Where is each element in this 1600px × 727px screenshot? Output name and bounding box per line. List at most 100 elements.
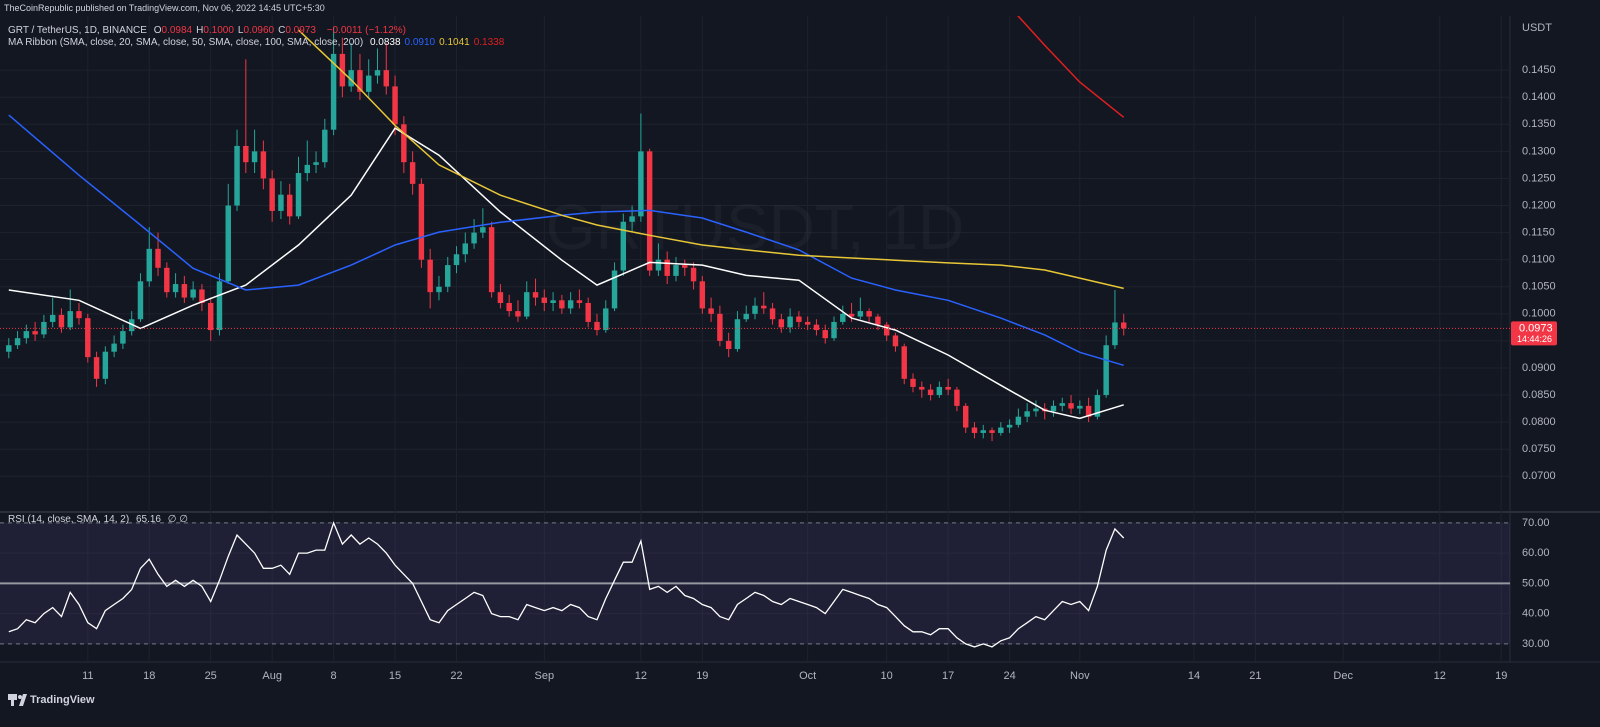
candle-body bbox=[1103, 345, 1109, 396]
candle-body bbox=[567, 300, 574, 309]
candle-body bbox=[234, 145, 240, 206]
y-tick-label: 0.0700 bbox=[1522, 470, 1556, 482]
candle-body bbox=[989, 430, 995, 433]
ohlc-key: L bbox=[237, 25, 244, 36]
countdown: 14:44:26 bbox=[1517, 334, 1552, 344]
candle-body bbox=[497, 292, 504, 303]
candle-body bbox=[1015, 416, 1022, 425]
candle-body bbox=[813, 324, 820, 331]
candle-body bbox=[629, 216, 635, 222]
candle-body bbox=[848, 313, 855, 317]
candle-body bbox=[383, 70, 390, 87]
ma-title: MA Ribbon (SMA, close, 20, SMA, close, 5… bbox=[8, 37, 364, 48]
candle-body bbox=[286, 194, 293, 217]
symbol-legend: GRT / TetherUS, 1D, BINANCE O0.0984 H0.10… bbox=[8, 25, 410, 37]
candle-body bbox=[804, 321, 811, 325]
candle-body bbox=[23, 331, 30, 339]
x-tick-label: 12 bbox=[635, 670, 647, 682]
candle-body bbox=[831, 321, 837, 339]
y-tick-label: 0.1100 bbox=[1522, 254, 1555, 266]
candle-body bbox=[655, 259, 662, 271]
ma-line bbox=[8, 114, 1124, 367]
ma-value: 0.1041 bbox=[439, 37, 470, 48]
candle-body bbox=[515, 311, 521, 317]
candle-body bbox=[910, 378, 916, 387]
candle-body bbox=[1024, 411, 1030, 417]
candle-body bbox=[330, 53, 337, 130]
candle-body bbox=[1050, 405, 1057, 412]
ma-legend: MA Ribbon (SMA, close, 20, SMA, close, 5… bbox=[8, 37, 512, 49]
candle-body bbox=[14, 338, 21, 346]
candle-body bbox=[41, 321, 47, 335]
last-price-box bbox=[1511, 321, 1557, 346]
candle-body bbox=[945, 386, 951, 390]
candle-body bbox=[365, 75, 372, 92]
candle-body bbox=[49, 314, 56, 322]
candle-body bbox=[980, 430, 986, 433]
candle-body bbox=[1068, 403, 1074, 409]
y-tick-label: 0.0800 bbox=[1522, 416, 1556, 428]
candle-body bbox=[822, 330, 828, 339]
x-tick-label: 25 bbox=[205, 670, 217, 682]
candle-body bbox=[725, 340, 732, 350]
candle-body bbox=[322, 129, 328, 163]
candle-body bbox=[436, 286, 442, 293]
candle-body bbox=[32, 331, 38, 335]
y-tick-label: 0.1350 bbox=[1522, 118, 1556, 130]
candle-body bbox=[524, 292, 530, 317]
candle-body bbox=[471, 232, 477, 244]
ohlc: O0.0984 H0.1000 L0.0960 C0.0973 bbox=[154, 25, 320, 36]
ma-value: 0.0910 bbox=[404, 37, 436, 48]
rsi-line bbox=[8, 521, 1125, 648]
x-tick-label: 15 bbox=[389, 670, 401, 682]
candle-body bbox=[164, 267, 170, 293]
x-tick-label: 14 bbox=[1188, 670, 1200, 682]
candle-body bbox=[172, 284, 179, 293]
candle-body bbox=[6, 345, 12, 352]
ohlc-value: 0.1000 bbox=[203, 25, 234, 36]
rsi-pane bbox=[0, 521, 1510, 648]
candle-body bbox=[638, 151, 644, 217]
candle-body bbox=[392, 86, 398, 125]
candle-body bbox=[892, 335, 899, 347]
candle-body bbox=[699, 281, 706, 309]
rsi-legend: RSI (14, close, SMA, 14, 2) 65.16 ∅ ∅ bbox=[8, 514, 192, 526]
ma-line bbox=[8, 127, 1124, 420]
candle-body bbox=[93, 357, 100, 379]
change: −0.0011 (−1.12%) bbox=[326, 25, 407, 36]
y-tick-label: 0.1300 bbox=[1522, 145, 1556, 157]
y-tick-label: 0.1450 bbox=[1522, 64, 1556, 76]
candle-body bbox=[550, 300, 556, 303]
candle-body bbox=[409, 162, 416, 184]
candle-body bbox=[488, 227, 495, 293]
candle-body bbox=[1094, 395, 1101, 417]
y-tick-label: 60.00 bbox=[1522, 547, 1550, 559]
candle-body bbox=[357, 70, 363, 92]
candle-body bbox=[998, 427, 1004, 433]
y-unit: USDT bbox=[1522, 22, 1552, 34]
candle-body bbox=[708, 308, 714, 314]
y-tick-label: 0.1250 bbox=[1522, 172, 1556, 184]
y-tick-label: 0.1400 bbox=[1522, 91, 1556, 103]
candle-body bbox=[1077, 405, 1083, 409]
y-tick-label: 0.1050 bbox=[1522, 281, 1556, 293]
candle-body bbox=[778, 319, 785, 328]
rsi-title: RSI (14, close, SMA, 14, 2) bbox=[8, 514, 130, 525]
y-tick-label: 0.1200 bbox=[1522, 199, 1556, 211]
candle-body bbox=[690, 267, 697, 282]
ohlc-value: 0.0960 bbox=[243, 25, 275, 36]
candle-body bbox=[339, 53, 346, 87]
candle-body bbox=[962, 405, 969, 428]
candle-body bbox=[576, 300, 583, 303]
candle-body bbox=[796, 316, 802, 322]
candle-body bbox=[883, 324, 890, 336]
candle-body bbox=[76, 311, 82, 319]
ohlc-value: 0.0984 bbox=[161, 25, 193, 36]
candle-body bbox=[594, 321, 600, 331]
candle-body bbox=[927, 389, 934, 396]
candle-body bbox=[85, 318, 91, 358]
candle-body bbox=[120, 331, 126, 344]
candle-body bbox=[401, 124, 407, 163]
x-tick-label: 10 bbox=[881, 670, 893, 682]
